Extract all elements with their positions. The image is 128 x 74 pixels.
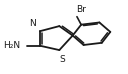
Text: Br: Br — [76, 5, 86, 14]
Text: S: S — [59, 55, 65, 64]
Text: N: N — [30, 19, 36, 28]
Text: H₂N: H₂N — [3, 41, 20, 50]
